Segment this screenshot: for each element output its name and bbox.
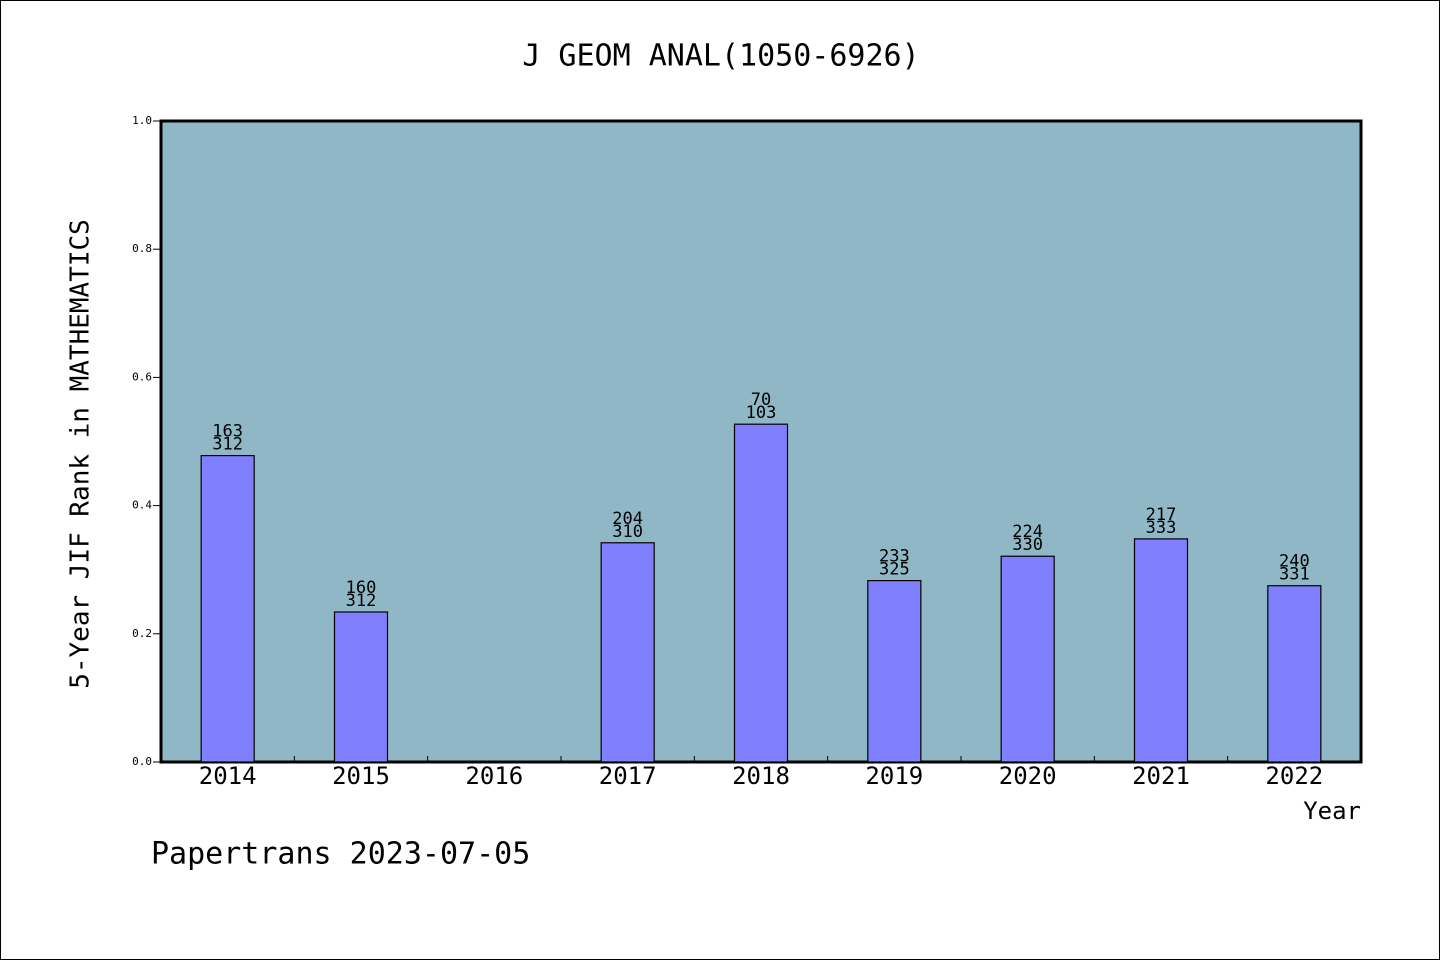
y-axis-label: 5-Year JIF Rank in MATHEMATICS xyxy=(66,219,96,689)
y-tick-label-0: 0.0 xyxy=(132,755,152,768)
bar-rank-label-2018: 70 xyxy=(751,390,771,410)
labels-layer: 1633121603122043107010323332522433021733… xyxy=(212,390,1309,611)
bar-total-label-2022: 331 xyxy=(1279,565,1310,585)
bar-total-label-2018: 103 xyxy=(746,403,777,423)
x-axis-label: Year xyxy=(1303,797,1361,825)
x-tick-label-2020: 2020 xyxy=(999,762,1057,790)
footer-label: Papertrans 2023-07-05 xyxy=(151,837,530,872)
x-tick-label-2021: 2021 xyxy=(1132,762,1190,790)
bar-2014 xyxy=(200,455,255,763)
bar-total-label-2014: 312 xyxy=(212,435,243,455)
bar-total-label-2020: 330 xyxy=(1012,535,1043,555)
x-tick-label-2016: 2016 xyxy=(465,762,523,790)
bars-layer xyxy=(200,423,1322,763)
bar-rank-label-2022: 240 xyxy=(1279,552,1310,572)
x-tick-label-2022: 2022 xyxy=(1265,762,1323,790)
bar-2017 xyxy=(600,542,655,763)
y-tick-label-3: 0.6 xyxy=(132,370,152,383)
x-tick-label-2017: 2017 xyxy=(599,762,657,790)
bar-rank-label-2014: 163 xyxy=(212,422,243,442)
bar-2020 xyxy=(1000,555,1055,763)
bar-rank-label-2015: 160 xyxy=(346,578,377,598)
y-tick-label-4: 0.8 xyxy=(132,242,152,255)
bar-2022 xyxy=(1267,585,1322,763)
x-tick-label-2019: 2019 xyxy=(865,762,923,790)
bar-total-label-2017: 310 xyxy=(612,522,643,542)
bar-2018 xyxy=(733,423,789,763)
bar-rank-label-2017: 204 xyxy=(612,509,643,529)
x-tick-label-2015: 2015 xyxy=(332,762,390,790)
y-tick-label-2: 0.4 xyxy=(132,499,152,512)
bar-2019 xyxy=(867,579,922,763)
x-tick-label-2018: 2018 xyxy=(732,762,790,790)
bar-total-label-2015: 312 xyxy=(346,591,377,611)
bar-rank-label-2021: 217 xyxy=(1146,505,1177,525)
y-tick-label-1: 0.2 xyxy=(132,627,152,640)
x-tick-label-2014: 2014 xyxy=(199,762,257,790)
bar-rank-label-2019: 233 xyxy=(879,547,910,567)
bar-2021 xyxy=(1133,538,1189,763)
chart-title: J GEOM ANAL(1050-6926) xyxy=(522,39,919,74)
bar-2015 xyxy=(333,611,389,763)
bar-total-label-2019: 325 xyxy=(879,560,910,580)
bar-rank-label-2020: 224 xyxy=(1012,522,1043,542)
y-tick-label-5: 1.0 xyxy=(132,114,152,127)
bar-total-label-2021: 333 xyxy=(1146,518,1177,538)
ticks-layer: 2014 2015 2016 2017 2018 2019 2020 2021 2022 0.0 0… xyxy=(132,114,1323,790)
